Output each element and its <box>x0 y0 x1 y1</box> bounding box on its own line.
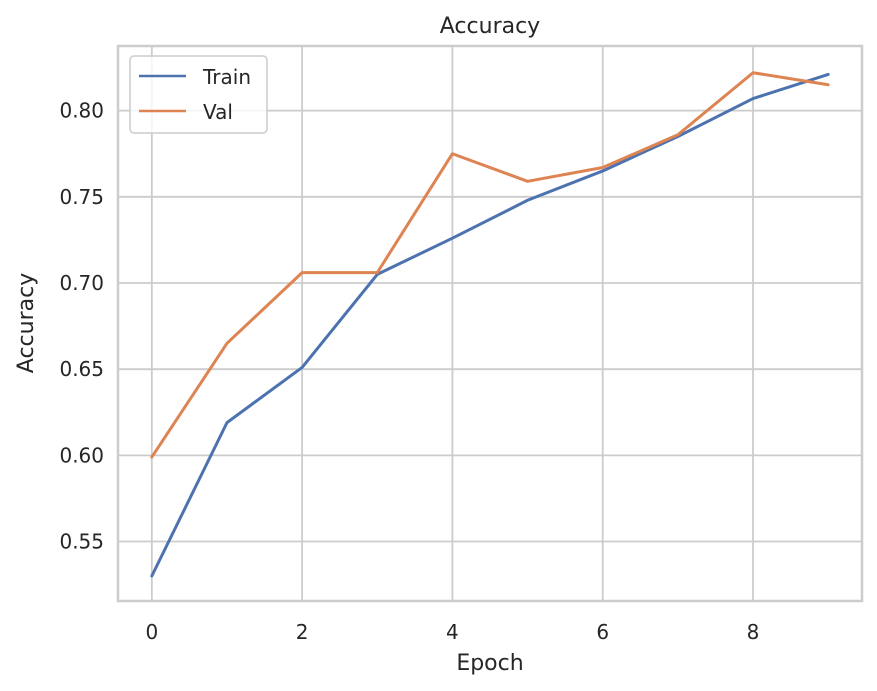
y-axis-label: Accuracy <box>14 273 39 373</box>
y-tick-label: 0.60 <box>59 443 104 467</box>
chart-title: Accuracy <box>440 14 540 39</box>
plot-background <box>118 46 862 601</box>
y-tick-label: 0.65 <box>59 357 104 381</box>
plot-frame <box>116 44 864 603</box>
series-lines <box>150 71 830 578</box>
legend-label-train: Train <box>202 65 251 89</box>
y-tick-label: 0.55 <box>59 530 104 554</box>
series-line-train <box>150 72 830 578</box>
legend-label-val: Val <box>203 100 233 124</box>
legend: Train Val <box>129 55 268 134</box>
y-tick-labels: 0.55 0.60 0.65 0.70 0.75 0.80 <box>59 99 104 554</box>
x-axis-label: Epoch <box>456 651 523 676</box>
x-tick-label: 8 <box>747 620 760 644</box>
grid-lines <box>118 46 862 601</box>
y-tick-label: 0.70 <box>59 271 104 295</box>
series-line-val <box>150 71 830 459</box>
x-tick-label: 0 <box>145 620 158 644</box>
x-tick-label: 4 <box>446 620 459 644</box>
x-tick-label: 2 <box>296 620 309 644</box>
x-tick-label: 6 <box>596 620 609 644</box>
x-tick-labels: 0 2 4 6 8 <box>145 620 759 644</box>
y-tick-label: 0.80 <box>59 99 104 123</box>
y-tick-label: 0.75 <box>59 185 104 209</box>
